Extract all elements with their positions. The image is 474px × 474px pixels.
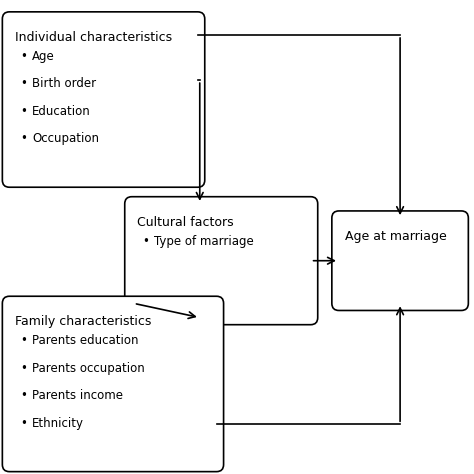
Text: •: •	[20, 417, 27, 429]
Text: •: •	[20, 50, 27, 63]
Text: Individual characteristics: Individual characteristics	[15, 31, 172, 44]
Text: Type of marriage: Type of marriage	[155, 235, 254, 247]
Text: •: •	[20, 105, 27, 118]
FancyBboxPatch shape	[2, 296, 224, 472]
Text: •: •	[142, 235, 149, 247]
Text: Education: Education	[32, 105, 91, 118]
Text: Parents income: Parents income	[32, 389, 123, 402]
Text: •: •	[20, 362, 27, 374]
Text: Age at marriage: Age at marriage	[345, 230, 447, 243]
Text: Family characteristics: Family characteristics	[15, 315, 151, 328]
Text: Ethnicity: Ethnicity	[32, 417, 84, 429]
Text: Parents education: Parents education	[32, 334, 138, 347]
Text: Occupation: Occupation	[32, 132, 99, 145]
Text: •: •	[20, 132, 27, 145]
Text: •: •	[20, 334, 27, 347]
Text: Birth order: Birth order	[32, 77, 96, 90]
FancyBboxPatch shape	[2, 12, 205, 187]
Text: Age: Age	[32, 50, 55, 63]
Text: •: •	[20, 77, 27, 90]
Text: Cultural factors: Cultural factors	[137, 216, 234, 228]
Text: Parents occupation: Parents occupation	[32, 362, 145, 374]
FancyBboxPatch shape	[125, 197, 318, 325]
Text: •: •	[20, 389, 27, 402]
FancyBboxPatch shape	[332, 211, 468, 310]
